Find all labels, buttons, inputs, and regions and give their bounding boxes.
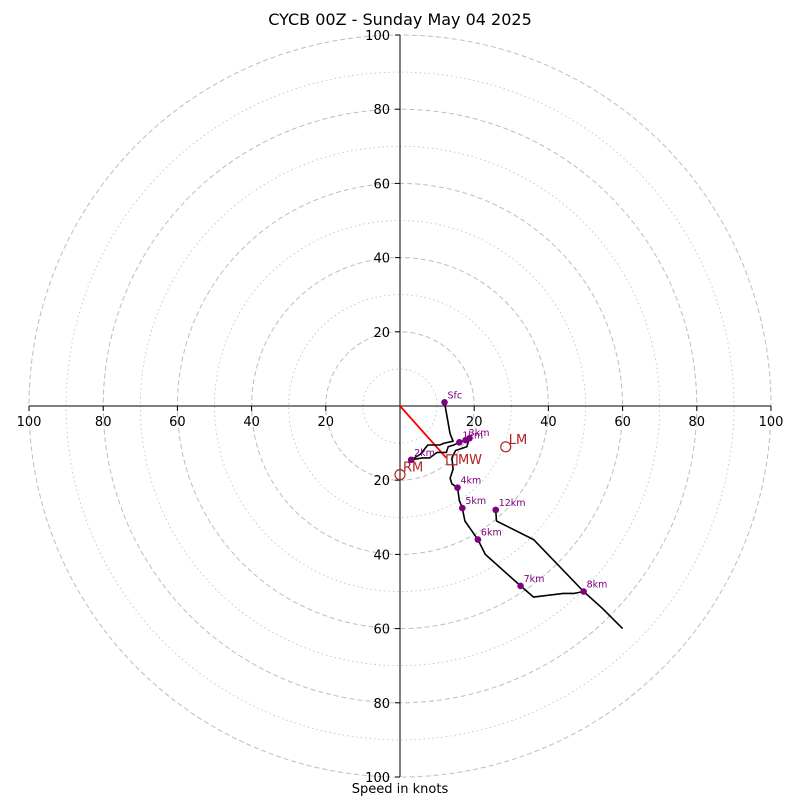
y-tick-label: 40 (373, 252, 390, 267)
height-marker-label: 8km (587, 580, 608, 591)
height-marker-label: 2km (414, 448, 435, 459)
x-tick-label: 40 (243, 415, 260, 430)
right-mover-label: RM (403, 461, 423, 476)
right-mover-marker (394, 469, 406, 481)
y-tick-label: 100 (365, 29, 390, 44)
height-marker-point (466, 434, 473, 442)
left-mover-marker (500, 441, 512, 453)
height-marker-label: 1km (462, 430, 483, 441)
height-marker-point (407, 456, 415, 464)
x-tick-label: 80 (689, 415, 706, 430)
height-marker-label: 3km (469, 428, 490, 439)
y-tick-label: 40 (373, 548, 390, 563)
height-marker-label: 12km (499, 498, 526, 509)
height-marker-point (474, 536, 482, 543)
height-marker-point (492, 506, 500, 514)
height-marker-label: 5km (465, 496, 486, 507)
y-tick-label: 60 (373, 177, 390, 192)
chart-title: CYCB 00Z - Sunday May 04 2025 (268, 10, 532, 29)
height-marker-point (454, 484, 461, 491)
height-marker-point (517, 582, 524, 590)
mean-wind-marker (446, 454, 458, 466)
x-tick-label: 20 (318, 415, 335, 430)
height-marker-label: 7km (524, 574, 545, 585)
hodograph-upper-trace-line (494, 509, 585, 593)
y-tick-label: 60 (373, 623, 390, 638)
x-tick-label: 60 (614, 415, 631, 430)
x-tick-label: 100 (759, 415, 784, 430)
y-tick-label: 20 (373, 474, 390, 489)
x-tick-label: 80 (95, 415, 112, 430)
left-mover-label: LM (509, 433, 527, 448)
y-tick-label: 80 (373, 103, 390, 118)
shear-vector-line (399, 405, 448, 459)
height-marker-point (459, 504, 466, 512)
height-marker-label: Sfc (448, 390, 463, 401)
x-axis-label: Speed in knots (351, 782, 449, 797)
height-marker-label: 4km (461, 476, 482, 487)
x-tick-label: 100 (17, 415, 42, 430)
y-tick-label: 100 (365, 771, 390, 786)
mean-wind-label: MW (458, 453, 482, 468)
x-tick-label: 20 (466, 415, 483, 430)
y-tick-label: 20 (373, 326, 390, 341)
x-tick-label: 40 (540, 415, 557, 430)
height-marker-point (456, 439, 463, 446)
height-marker-point (441, 398, 448, 406)
height-marker-label: 6km (481, 528, 502, 539)
height-marker-point (580, 588, 587, 595)
x-tick-label: 60 (169, 415, 186, 430)
y-tick-label: 80 (373, 697, 390, 712)
